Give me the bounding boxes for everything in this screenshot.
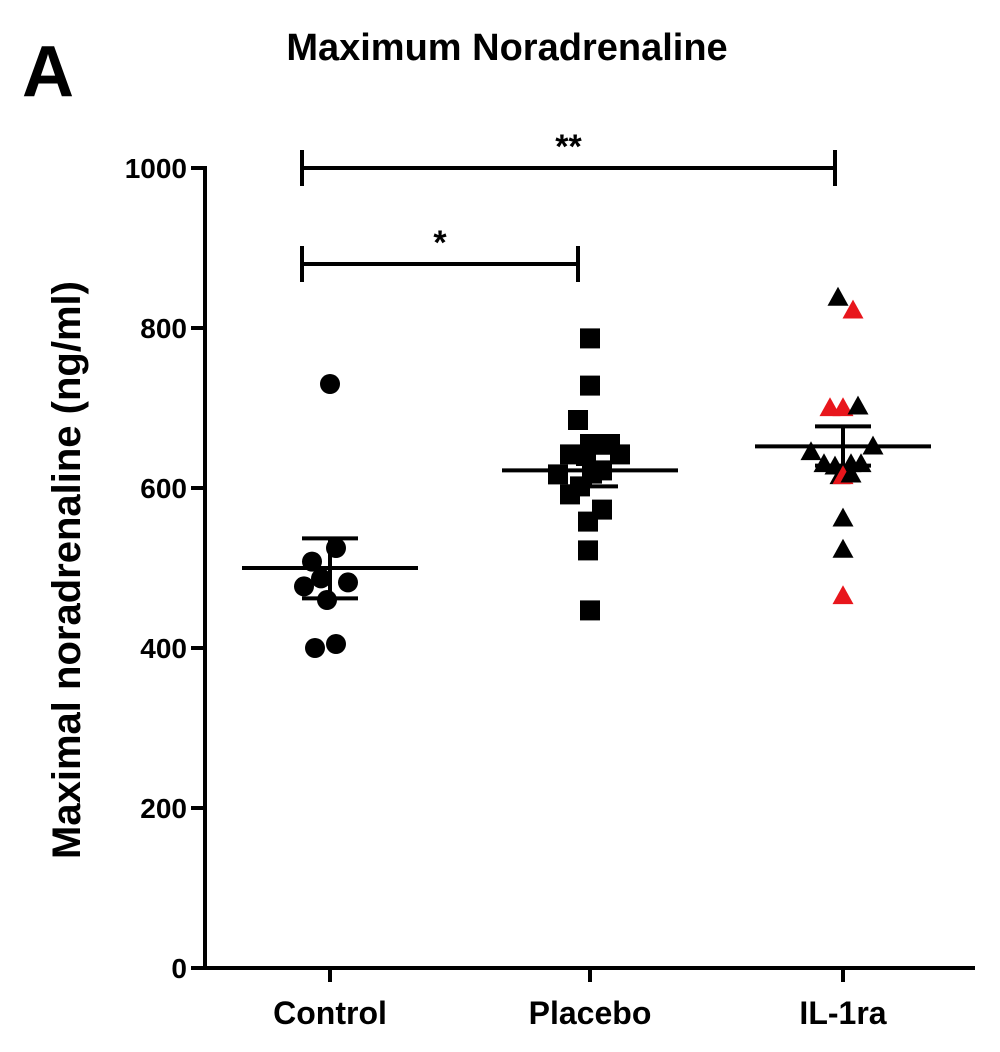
data-point-square bbox=[578, 511, 598, 532]
data-point-square bbox=[610, 444, 630, 465]
significance-label: * bbox=[433, 224, 447, 262]
significance-bracket bbox=[300, 150, 837, 186]
data-point-circle bbox=[326, 634, 346, 654]
y-tick-label: 0 bbox=[171, 953, 187, 984]
data-point-triangle-red bbox=[832, 585, 854, 605]
data-point-square bbox=[560, 444, 580, 465]
y-tick-label: 600 bbox=[140, 473, 187, 504]
data-point-triangle-red bbox=[832, 397, 854, 417]
data-point-triangle bbox=[832, 538, 854, 558]
data-point-triangle bbox=[862, 435, 884, 455]
significance-label: ** bbox=[555, 128, 582, 166]
y-axis-label: Maximal noradrenaline (ng/ml) bbox=[45, 281, 89, 859]
data-point-circle bbox=[294, 576, 314, 597]
data-point-square bbox=[548, 464, 568, 485]
data-point-triangle bbox=[832, 507, 854, 527]
x-category-label: Placebo bbox=[529, 995, 652, 1031]
data-point-triangle bbox=[840, 463, 862, 483]
y-tick-label: 1000 bbox=[125, 153, 187, 184]
data-point-triangle bbox=[813, 453, 835, 473]
data-point-triangle bbox=[800, 441, 822, 461]
data-point-triangle-red bbox=[842, 299, 864, 319]
y-tick-label: 200 bbox=[140, 793, 187, 824]
data-point-circle bbox=[320, 374, 340, 394]
data-points bbox=[294, 286, 884, 658]
data-point-circle bbox=[317, 590, 337, 610]
data-point-square bbox=[580, 328, 600, 349]
data-point-triangle bbox=[850, 453, 872, 473]
data-point-triangle bbox=[827, 286, 849, 306]
data-point-square bbox=[580, 600, 600, 621]
data-point-circle bbox=[311, 568, 331, 589]
chart-title: Maximum Noradrenaline bbox=[286, 27, 727, 69]
data-point-circle bbox=[338, 572, 358, 593]
data-point-circle bbox=[305, 638, 325, 658]
data-point-square bbox=[568, 410, 588, 430]
data-point-square bbox=[578, 540, 598, 561]
significance-bracket bbox=[300, 246, 580, 282]
y-tick-label: 800 bbox=[140, 313, 187, 344]
data-point-circle bbox=[302, 551, 322, 572]
axes: 0 200 400 600 800 1000 Control Placebo IL-1ra bbox=[125, 153, 975, 1031]
data-point-triangle bbox=[847, 395, 869, 415]
data-point-circle bbox=[326, 538, 346, 558]
data-point-square bbox=[560, 484, 580, 505]
y-tick-label: 400 bbox=[140, 633, 187, 664]
data-point-square bbox=[576, 446, 596, 466]
significance-brackets: *** bbox=[300, 128, 837, 282]
x-category-label: Control bbox=[273, 995, 387, 1031]
panel-letter: A bbox=[22, 32, 74, 112]
x-category-label: IL-1ra bbox=[799, 995, 886, 1031]
data-point-square bbox=[580, 375, 600, 396]
